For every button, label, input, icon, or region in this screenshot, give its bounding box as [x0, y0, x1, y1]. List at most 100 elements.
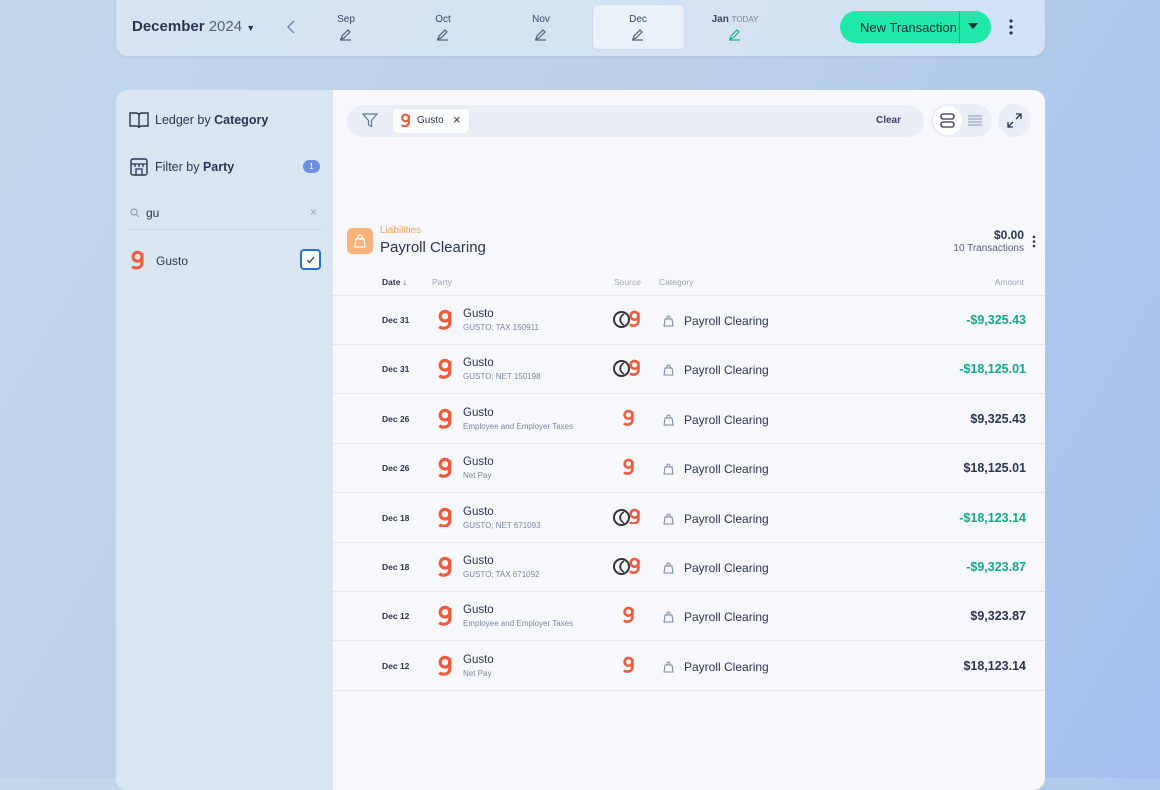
clear-button[interactable]: Clear	[876, 115, 902, 126]
transaction-row[interactable]	[333, 296, 1045, 345]
edit-icon[interactable]	[339, 28, 352, 41]
main-panel: Ledger by Category Filter by Party 1 gu …	[116, 90, 1045, 790]
month-name: Jan	[711, 14, 729, 25]
row-amount: $9,325.43	[970, 411, 1026, 426]
column-label: Party	[432, 277, 452, 287]
month-tab[interactable]: Jan TODAY	[695, 14, 775, 25]
gusto-logo	[131, 250, 144, 270]
month-picker[interactable]: December 2024 ▼	[132, 18, 255, 35]
month-tab[interactable]: Dec	[598, 14, 678, 25]
dropdown[interactable]	[968, 23, 978, 31]
cards-icon	[940, 113, 955, 128]
row-category: Payroll Clearing	[684, 659, 769, 674]
ledger-strong: Category	[214, 113, 269, 127]
filter-by[interactable]: Filter by Party	[155, 160, 234, 174]
row-amount: $9,323.87	[970, 609, 1026, 624]
column-header[interactable]: Source	[614, 277, 641, 287]
prev-button[interactable]	[285, 20, 297, 34]
month-tab[interactable]: Nov	[501, 14, 581, 25]
transaction-row[interactable]	[333, 592, 1045, 642]
transaction-row[interactable]	[333, 543, 1045, 592]
gusto-logo	[629, 360, 640, 377]
transaction-row[interactable]	[333, 494, 1045, 543]
row-date: Dec 18	[382, 512, 410, 523]
row-amount: $18,125.01	[963, 461, 1026, 476]
gusto-logo	[438, 408, 452, 429]
filter-count: 1	[303, 160, 320, 173]
row-date: Dec 26	[382, 463, 410, 474]
gusto-logo	[438, 359, 452, 380]
group-menu[interactable]	[1032, 235, 1036, 248]
row-date: Dec 12	[382, 660, 410, 671]
filter-icon[interactable]	[362, 113, 378, 128]
row-party: Gusto	[463, 406, 494, 419]
column-header[interactable]: Date ↓	[382, 277, 408, 287]
row-category: Payroll Clearing	[684, 314, 769, 328]
group-count: 10 Transactions	[953, 243, 1024, 254]
gusto-logo	[623, 409, 634, 426]
gusto-logo	[438, 507, 452, 528]
month-name: Oct	[435, 14, 451, 25]
row-amount: -$18,123.14	[959, 510, 1026, 525]
gusto-logo	[438, 309, 452, 330]
year: 2024	[208, 18, 243, 35]
clear-search[interactable]: ×	[310, 205, 318, 219]
column-header[interactable]: Amount	[995, 277, 1024, 287]
bank-logo	[613, 311, 630, 328]
chip-label: Gusto	[417, 115, 444, 126]
category-icon	[663, 364, 674, 376]
month-tab[interactable]: Oct	[403, 14, 483, 25]
month-tab[interactable]: Sep	[306, 14, 386, 25]
group-name: Payroll Clearing	[380, 239, 486, 256]
month-name: Sep	[337, 14, 355, 25]
row-date: Dec 12	[382, 611, 410, 622]
transaction-row[interactable]	[333, 395, 1045, 444]
transaction-row[interactable]	[333, 642, 1045, 691]
sidebar	[116, 90, 333, 790]
list-icon[interactable]	[968, 115, 982, 126]
gusto-logo	[438, 655, 452, 676]
row-memo: Employee and Employer Taxes	[463, 619, 574, 629]
edit-icon[interactable]	[631, 28, 644, 41]
row-party: Gusto	[463, 456, 494, 469]
transaction-row[interactable]	[333, 345, 1045, 395]
ledger-by[interactable]: Ledger by Category	[155, 113, 268, 127]
today-tag: TODAY	[731, 15, 759, 24]
row-category: Payroll Clearing	[684, 610, 769, 625]
search-input[interactable]: gu	[146, 206, 160, 220]
transaction-row[interactable]	[333, 444, 1045, 494]
gusto-logo	[623, 458, 634, 476]
edit-icon[interactable]	[534, 28, 547, 41]
category-icon	[663, 463, 674, 475]
bank-logo	[613, 558, 630, 575]
chip-remove[interactable]: ×	[453, 112, 461, 127]
bag-icon	[354, 234, 366, 248]
more-menu[interactable]	[1008, 19, 1014, 35]
divider	[127, 229, 322, 230]
category-icon	[663, 414, 674, 426]
new-transaction-button[interactable]	[840, 11, 991, 43]
category-icon	[663, 513, 674, 525]
book-icon	[129, 112, 149, 129]
view-card[interactable]	[933, 106, 962, 135]
row-category: Payroll Clearing	[684, 561, 769, 575]
row-amount: -$18,125.01	[959, 362, 1026, 377]
gusto-logo	[623, 607, 634, 624]
expand-button[interactable]	[998, 104, 1031, 137]
row-category: Payroll Clearing	[684, 511, 769, 526]
column-header[interactable]: Category	[659, 277, 694, 287]
divider	[333, 295, 1045, 296]
bank-logo	[613, 508, 630, 526]
row-party: Gusto	[463, 308, 494, 320]
category-icon	[663, 562, 674, 574]
store-icon	[130, 158, 148, 176]
edit-icon[interactable]	[436, 28, 449, 41]
result-checkbox[interactable]	[300, 249, 321, 270]
group-kind: Liabilities	[380, 225, 422, 236]
edit-icon[interactable]	[728, 28, 741, 41]
caret: ▼	[246, 23, 256, 33]
row-memo: GUSTO; TAX 150911	[463, 323, 539, 332]
column-header[interactable]: Party	[432, 277, 452, 287]
row-memo: GUSTO; TAX 671092	[463, 570, 540, 579]
